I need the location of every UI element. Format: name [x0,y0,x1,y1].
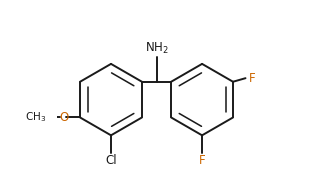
Text: NH$_2$: NH$_2$ [145,41,168,56]
Text: F: F [249,72,256,85]
Text: Cl: Cl [105,154,117,167]
Text: CH$_3$: CH$_3$ [25,111,46,124]
Text: O: O [59,111,69,124]
Text: F: F [199,154,205,167]
